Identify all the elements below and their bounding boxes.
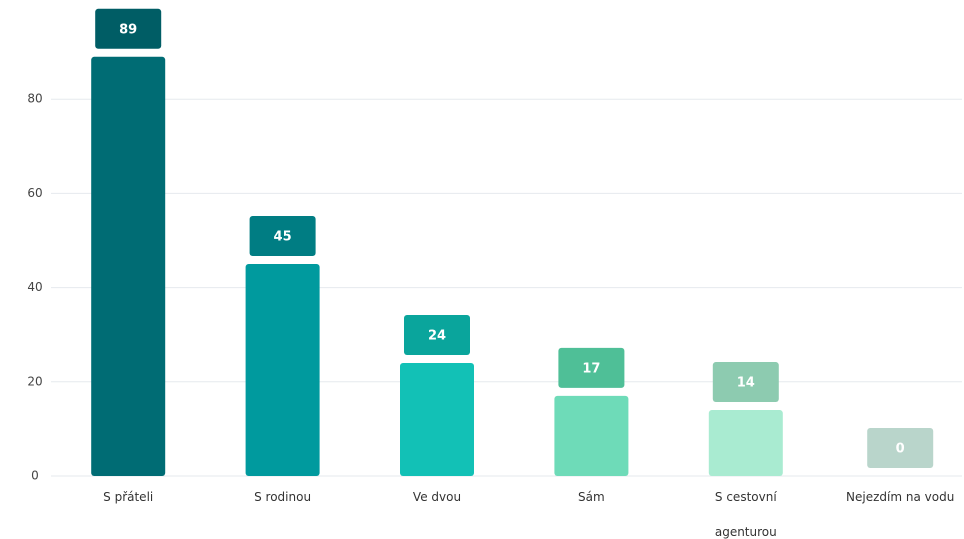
bar — [91, 56, 166, 477]
y-tick-label: 20 — [27, 374, 42, 388]
value-label-box — [867, 428, 934, 468]
value-label-box — [404, 314, 470, 355]
value-label-box — [249, 216, 316, 257]
x-tick-label: S rodinou — [254, 490, 312, 504]
x-tick-label: Sám — [578, 490, 605, 504]
bar — [708, 410, 783, 476]
x-tick-label: Nejezdím na vodu — [846, 490, 955, 504]
x-tick-label: Ve dvou — [412, 490, 462, 504]
value-label: 0 — [896, 442, 905, 457]
y-tick-label: 60 — [27, 186, 42, 200]
value-label: 24 — [428, 328, 446, 343]
bar — [554, 395, 629, 476]
y-tick-label: 80 — [27, 92, 42, 106]
value-label-box — [95, 8, 162, 49]
x-tick-label: S cestovní agenturou — [714, 490, 777, 539]
x-tick-label: S přáteli — [103, 490, 154, 504]
value-label-box — [558, 347, 625, 388]
value-label: 17 — [582, 361, 600, 376]
value-label: 14 — [737, 376, 755, 391]
value-label-box — [712, 362, 779, 403]
bar — [400, 362, 474, 476]
value-label: 45 — [274, 230, 292, 245]
y-tick-label: 0 — [31, 469, 39, 483]
bar — [245, 264, 320, 476]
value-label: 89 — [119, 22, 137, 37]
y-tick-label: 40 — [27, 280, 42, 294]
